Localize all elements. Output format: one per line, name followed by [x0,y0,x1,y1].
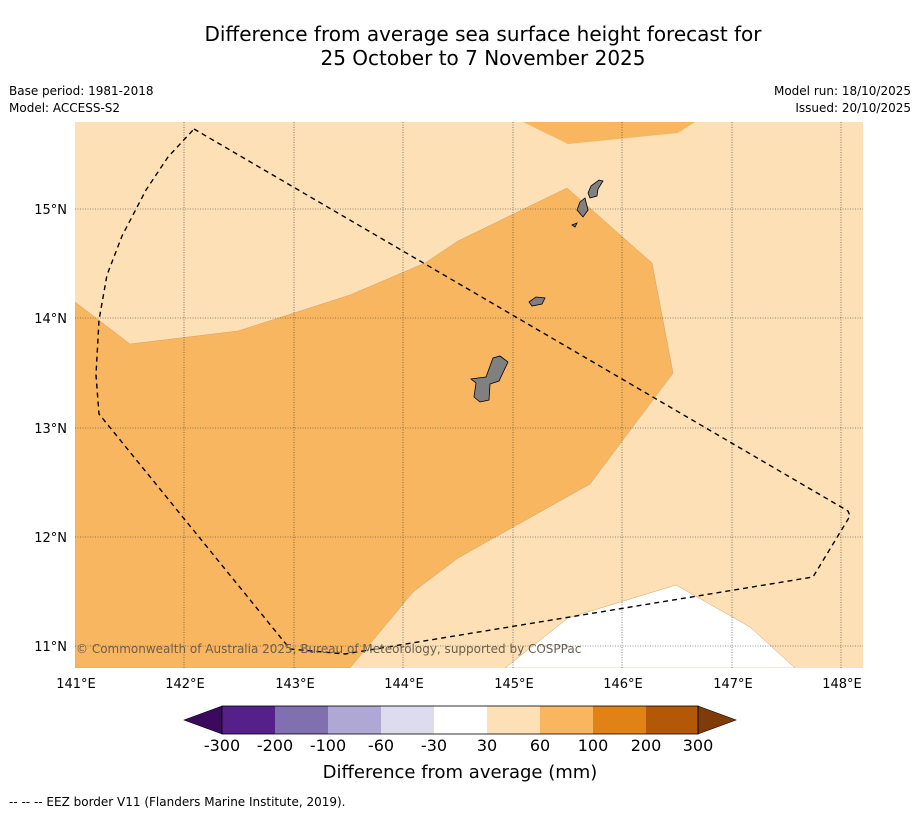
lat-tick-15: 15°N [34,203,67,218]
chart-title: Difference from average sea surface heig… [0,22,919,70]
cb-tick-3: -100 [310,736,346,755]
map-copyright: © Commonwealth of Australia 2025, Bureau… [76,642,581,656]
colorbar-extend-high [697,705,737,735]
cb-tick-4: -60 [368,736,394,755]
cb-tick-2: -200 [257,736,293,755]
colorbar-label: Difference from average (mm) [322,762,598,783]
colorbar-extend-low [183,705,223,735]
band-60-100-top-patch [523,122,695,144]
colorbar-swatch-3 [328,706,381,734]
cb-tick-5: -30 [421,736,447,755]
map-panel: © Commonwealth of Australia 2025, Bureau… [75,122,863,668]
model-name: Model: ACCESS-S2 [9,101,121,115]
cb-tick-1: -300 [204,736,240,755]
base-period: Base period: 1981-2018 [9,84,154,98]
title-line-2: 25 October to 7 November 2025 [320,46,646,70]
title-line-1: Difference from average sea surface heig… [204,22,762,46]
island-rota [528,296,546,307]
lat-tick-12: 12°N [34,531,67,546]
colorbar-ticks: -300 -200 -100 -60 -30 30 60 100 200 300 [204,736,713,755]
colorbar-swatch-6 [487,706,540,734]
island-tinian [576,197,589,218]
issued-date: Issued: 20/10/2025 [795,101,911,115]
lon-tick-144: 144°E [384,677,424,692]
footer-legend: -- -- -- EEZ border V11 (Flanders Marine… [9,795,346,809]
eez-border [95,128,851,655]
islands [470,179,604,403]
gridlines [75,122,863,668]
colorbar-swatch-7 [540,706,593,734]
meta-left: Base period: 1981-2018 Model: ACCESS-S2 [9,83,154,117]
lat-tick-14: 14°N [34,312,67,327]
colorbar-swatch-2 [275,706,328,734]
lat-tick-13: 13°N [34,422,67,437]
island-guam [470,355,509,403]
colorbar-swatch-9 [646,706,698,734]
cb-tick-6: 30 [477,736,497,755]
band-0-30-patch [504,584,796,668]
meta-right: Model run: 18/10/2025 Issued: 20/10/2025 [774,83,911,117]
colorbar-swatch-8 [593,706,646,734]
cb-tick-7: 60 [530,736,550,755]
cb-tick-8: 100 [578,736,609,755]
colorbar-swatch-5 [434,706,487,734]
lat-tick-11: 11°N [34,640,67,655]
lon-tick-145: 145°E [494,677,534,692]
band-60-100-main [75,187,674,668]
colorbar-swatch-4 [381,706,434,734]
colorbar: -300 -200 -100 -60 -30 30 60 100 200 300 [183,705,737,755]
cb-tick-10: 300 [683,736,714,755]
lon-tick-146: 146°E [603,677,643,692]
axis-labels: 141°E 142°E 143°E 144°E 145°E 146°E 147°… [34,203,862,692]
cb-tick-9: 200 [631,736,662,755]
colorbar-outline [221,705,699,735]
lon-tick-141: 141°E [56,677,96,692]
lon-tick-147: 147°E [713,677,753,692]
lon-tick-143: 143°E [275,677,315,692]
model-run: Model run: 18/10/2025 [773,84,911,98]
island-saipan [587,179,604,199]
island-aguijan [571,222,578,228]
lon-tick-148: 148°E [822,677,862,692]
colorbar-swatch-1 [222,706,275,734]
lon-tick-142: 142°E [165,677,205,692]
